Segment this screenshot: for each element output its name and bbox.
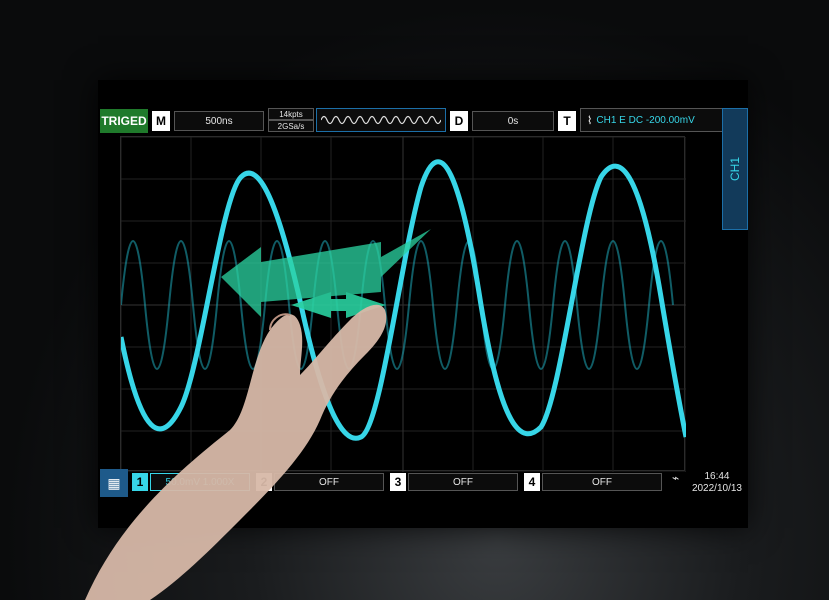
ch3-num[interactable]: 3 xyxy=(390,473,406,491)
usb-icon: ⌁ xyxy=(672,471,680,485)
ch4-state[interactable]: OFF xyxy=(542,473,662,491)
kpts-field: 14kpts xyxy=(268,108,314,120)
timebase-field[interactable]: 500ns xyxy=(174,111,264,131)
ch4-num[interactable]: 4 xyxy=(524,473,540,491)
trigger-field[interactable]: ⌇ CH1 E DC -200.00mV xyxy=(580,108,744,132)
ch1-tab[interactable]: CH1 xyxy=(722,108,748,230)
overview-waveform-icon xyxy=(321,115,441,125)
oscilloscope-screen: TRIGED M 500ns 14kpts 2GSa/s D 0s T ⌇ CH… xyxy=(98,80,748,528)
triged-status: TRIGED xyxy=(100,109,148,133)
clock-date: 2022/10/13 xyxy=(691,483,742,494)
d-key[interactable]: D xyxy=(450,111,468,131)
ch2-state[interactable]: OFF xyxy=(274,473,384,491)
secondary-waveform xyxy=(120,240,674,370)
ch1-num[interactable]: 1 xyxy=(132,473,148,491)
plot-svg xyxy=(118,136,689,473)
m-key[interactable]: M xyxy=(152,111,170,131)
ch3-state[interactable]: OFF xyxy=(408,473,518,491)
clock: 16:44 2022/10/13 xyxy=(692,471,742,495)
delay-field[interactable]: 0s xyxy=(472,111,554,131)
gesture-arrows xyxy=(221,229,431,318)
clock-time: 16:44 xyxy=(704,471,730,482)
trigger-text: CH1 E DC -200.00mV xyxy=(596,114,695,126)
trigger-edge-icon: ⌇ xyxy=(587,114,593,127)
menu-grid-icon[interactable]: ▦ xyxy=(100,469,128,497)
sample-rate-field: 2GSa/s xyxy=(268,120,314,132)
plot-area[interactable] xyxy=(118,136,689,473)
waveform-overview[interactable] xyxy=(316,108,446,132)
t-key[interactable]: T xyxy=(558,111,576,131)
primary-waveform xyxy=(118,159,689,441)
